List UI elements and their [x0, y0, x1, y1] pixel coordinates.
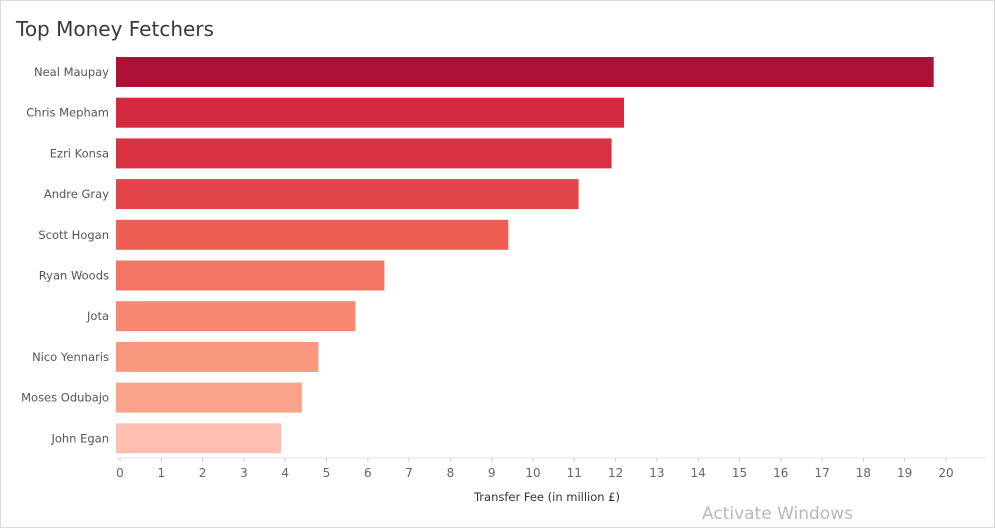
x-tick-label: 15 [732, 466, 747, 480]
x-tick-label: 18 [856, 466, 871, 480]
x-tick-label: 7 [405, 466, 413, 480]
x-tick-label: 14 [691, 466, 706, 480]
x-tick-label: 11 [567, 466, 582, 480]
category-label: John Egan [50, 431, 109, 445]
category-label: Andre Gray [44, 187, 109, 201]
chart-title: Top Money Fetchers [16, 17, 214, 41]
x-tick-label: 0 [116, 466, 124, 480]
x-tick-label: 3 [240, 466, 248, 480]
bar[interactable] [116, 97, 624, 128]
x-tick-label: 17 [814, 466, 829, 480]
x-tick-label: 10 [525, 466, 540, 480]
bar[interactable] [116, 138, 612, 169]
x-axis-title: Transfer Fee (in million £) [473, 490, 620, 504]
x-tick-label: 13 [649, 466, 664, 480]
activate-windows-watermark: Activate Windows [702, 504, 853, 524]
x-tick-label: 9 [488, 466, 496, 480]
category-label: Nico Yennaris [32, 350, 109, 364]
category-label: Jota [86, 309, 109, 323]
bar[interactable] [116, 301, 356, 332]
bar[interactable] [116, 382, 302, 413]
bar[interactable] [116, 57, 934, 87]
x-tick-label: 2 [199, 466, 207, 480]
category-label: Neal Maupay [34, 65, 109, 79]
x-tick-label: 6 [364, 466, 372, 480]
bar[interactable] [116, 341, 319, 372]
category-label: Ezri Konsa [50, 146, 109, 160]
x-tick-label: 16 [773, 466, 788, 480]
x-tick-label: 20 [938, 466, 953, 480]
x-tick-label: 5 [323, 466, 331, 480]
bar[interactable] [116, 423, 282, 454]
x-tick-label: 19 [897, 466, 912, 480]
x-tick-label: 1 [157, 466, 165, 480]
category-label: Moses Odubajo [21, 391, 109, 405]
x-tick-label: 4 [281, 466, 289, 480]
x-tick-label: 8 [447, 466, 455, 480]
category-label: Scott Hogan [38, 228, 109, 242]
category-label: Ryan Woods [39, 269, 109, 283]
category-label: Chris Mepham [26, 106, 109, 120]
bar[interactable] [116, 219, 509, 250]
bar[interactable] [116, 179, 579, 210]
x-tick-label: 12 [608, 466, 623, 480]
bar[interactable] [116, 260, 385, 291]
